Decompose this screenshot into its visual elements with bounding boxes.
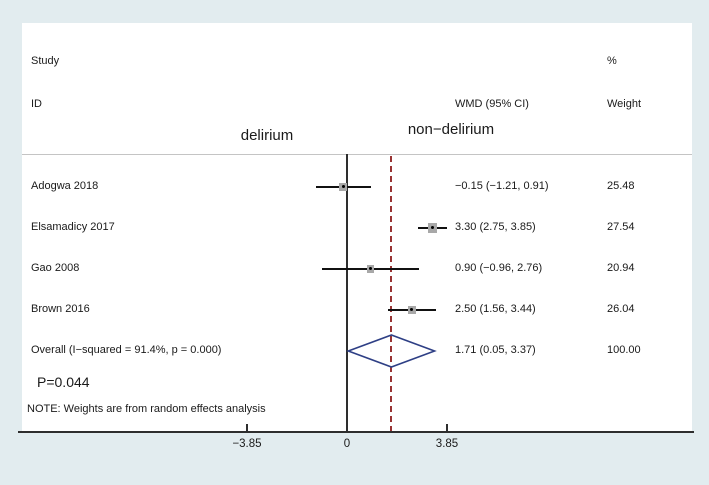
x-axis-tick bbox=[446, 424, 448, 431]
marker-dot bbox=[341, 185, 345, 189]
overall-label: Overall (I−squared = 91.4%, p = 0.000) bbox=[31, 344, 222, 356]
column-header-study: Study bbox=[31, 55, 60, 67]
wmd-ci-value: −0.15 (−1.21, 0.91) bbox=[455, 180, 549, 192]
point-estimate-marker bbox=[407, 305, 417, 315]
weight-value: 25.48 bbox=[607, 180, 635, 192]
weight-value: 26.04 bbox=[607, 303, 635, 315]
x-axis-tick bbox=[346, 424, 348, 431]
weight-value: 27.54 bbox=[607, 221, 635, 233]
plot-background bbox=[22, 23, 692, 432]
point-estimate-marker bbox=[338, 182, 348, 192]
overall-wmd-ci-value: 1.71 (0.05, 3.37) bbox=[455, 344, 536, 356]
weight-value: 20.94 bbox=[607, 262, 635, 274]
overall-weight-value: 100.00 bbox=[607, 344, 641, 356]
heterogeneity-p-value: P=0.044 bbox=[37, 374, 90, 390]
point-estimate-marker bbox=[428, 223, 438, 233]
zero-reference-line bbox=[346, 154, 348, 432]
column-header-wmd-ci: WMD (95% CI) bbox=[455, 98, 529, 110]
wmd-ci-value: 0.90 (−0.96, 2.76) bbox=[455, 262, 543, 274]
group-label-non-delirium: non−delirium bbox=[407, 121, 495, 138]
group-label-delirium: delirium bbox=[240, 127, 294, 144]
marker-dot bbox=[410, 308, 414, 312]
column-header-weight: Weight bbox=[607, 98, 642, 110]
study-id-label: Gao 2008 bbox=[31, 262, 80, 274]
point-estimate-marker bbox=[366, 265, 374, 273]
x-axis-line bbox=[18, 431, 694, 433]
x-axis-tick-label: 3.85 bbox=[435, 438, 459, 450]
x-axis-tick-label: −3.85 bbox=[232, 438, 262, 450]
study-id-label: Brown 2016 bbox=[31, 303, 90, 315]
marker-dot bbox=[431, 226, 435, 230]
marker-dot bbox=[368, 267, 372, 271]
study-id-label: Elsamadicy 2017 bbox=[31, 221, 115, 233]
pooled-estimate-dashed-line bbox=[390, 156, 393, 432]
wmd-ci-value: 2.50 (1.56, 3.44) bbox=[455, 303, 536, 315]
column-header-percent: % bbox=[607, 55, 617, 67]
x-axis-tick bbox=[246, 424, 248, 431]
weights-note: NOTE: Weights are from random effects an… bbox=[27, 403, 266, 415]
wmd-ci-value: 3.30 (2.75, 3.85) bbox=[455, 221, 536, 233]
column-header-id: ID bbox=[31, 98, 42, 110]
study-id-label: Adogwa 2018 bbox=[31, 180, 99, 192]
header-separator-line bbox=[22, 154, 692, 155]
x-axis-tick-label: 0 bbox=[343, 438, 351, 450]
